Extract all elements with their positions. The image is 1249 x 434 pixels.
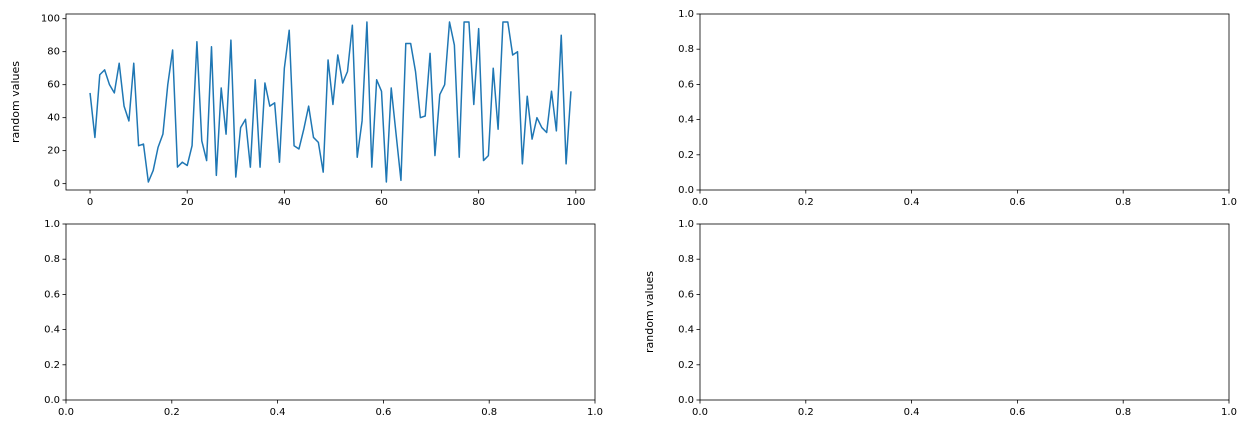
- y-tick-label: 0.2: [678, 360, 694, 371]
- y-tick-label: 40: [47, 113, 60, 124]
- x-tick-label: 0.8: [481, 407, 497, 418]
- y-axis-label: random values: [9, 61, 22, 143]
- x-tick-label: 0.4: [904, 197, 920, 208]
- x-tick-label: 0.4: [270, 407, 286, 418]
- y-tick-label: 1.0: [678, 9, 694, 20]
- x-tick-label: 0.2: [798, 407, 814, 418]
- y-tick-label: 0.8: [44, 254, 60, 265]
- y-tick-label: 0.6: [678, 79, 694, 90]
- x-tick-label: 0.2: [798, 197, 814, 208]
- axes-frame: [699, 13, 1230, 191]
- y-tick-label: 0.0: [678, 185, 694, 196]
- x-tick-label: 100: [566, 197, 585, 208]
- x-tick-label: 0.6: [1009, 407, 1025, 418]
- x-tick-label: 1.0: [587, 407, 603, 418]
- x-tick-label: 0: [87, 197, 93, 208]
- x-tick-label: 0.0: [58, 407, 74, 418]
- y-tick-label: 0.4: [678, 115, 694, 126]
- y-axis-label: random values: [643, 271, 656, 353]
- y-tick-label: 0.0: [678, 395, 694, 406]
- y-tick-label: 0.6: [678, 289, 694, 300]
- y-tick-label: 1.0: [44, 219, 60, 230]
- x-tick-label: 1.0: [1221, 407, 1237, 418]
- x-tick-label: 0.0: [692, 197, 708, 208]
- x-tick-label: 0.6: [375, 407, 391, 418]
- y-tick-label: 60: [47, 80, 60, 91]
- y-tick-label: 0.2: [44, 360, 60, 371]
- x-tick-label: 40: [278, 197, 291, 208]
- axes-frame: [65, 13, 596, 191]
- y-tick-label: 0: [54, 179, 60, 190]
- y-tick-label: 1.0: [678, 219, 694, 230]
- y-tick-label: 0.2: [678, 150, 694, 161]
- y-tick-label: 0.0: [44, 395, 60, 406]
- x-tick-label: 0.6: [1009, 197, 1025, 208]
- x-tick-label: 0.0: [692, 407, 708, 418]
- x-tick-label: 20: [181, 197, 194, 208]
- x-tick-label: 60: [375, 197, 388, 208]
- x-tick-label: 80: [472, 197, 485, 208]
- axes-frame: [699, 223, 1230, 401]
- y-tick-label: 0.4: [44, 325, 60, 336]
- x-tick-label: 0.8: [1115, 197, 1131, 208]
- y-tick-label: 0.6: [44, 289, 60, 300]
- x-tick-label: 0.4: [904, 407, 920, 418]
- y-tick-label: 80: [47, 47, 60, 58]
- line-series: [89, 21, 572, 183]
- x-tick-label: 0.2: [164, 407, 180, 418]
- x-tick-label: 1.0: [1221, 197, 1237, 208]
- y-tick-label: 100: [41, 14, 60, 25]
- y-tick-label: 20: [47, 146, 60, 157]
- y-tick-label: 0.8: [678, 254, 694, 265]
- x-tick-label: 0.8: [1115, 407, 1131, 418]
- axes-frame: [65, 223, 596, 401]
- y-tick-label: 0.4: [678, 325, 694, 336]
- y-tick-label: 0.8: [678, 44, 694, 55]
